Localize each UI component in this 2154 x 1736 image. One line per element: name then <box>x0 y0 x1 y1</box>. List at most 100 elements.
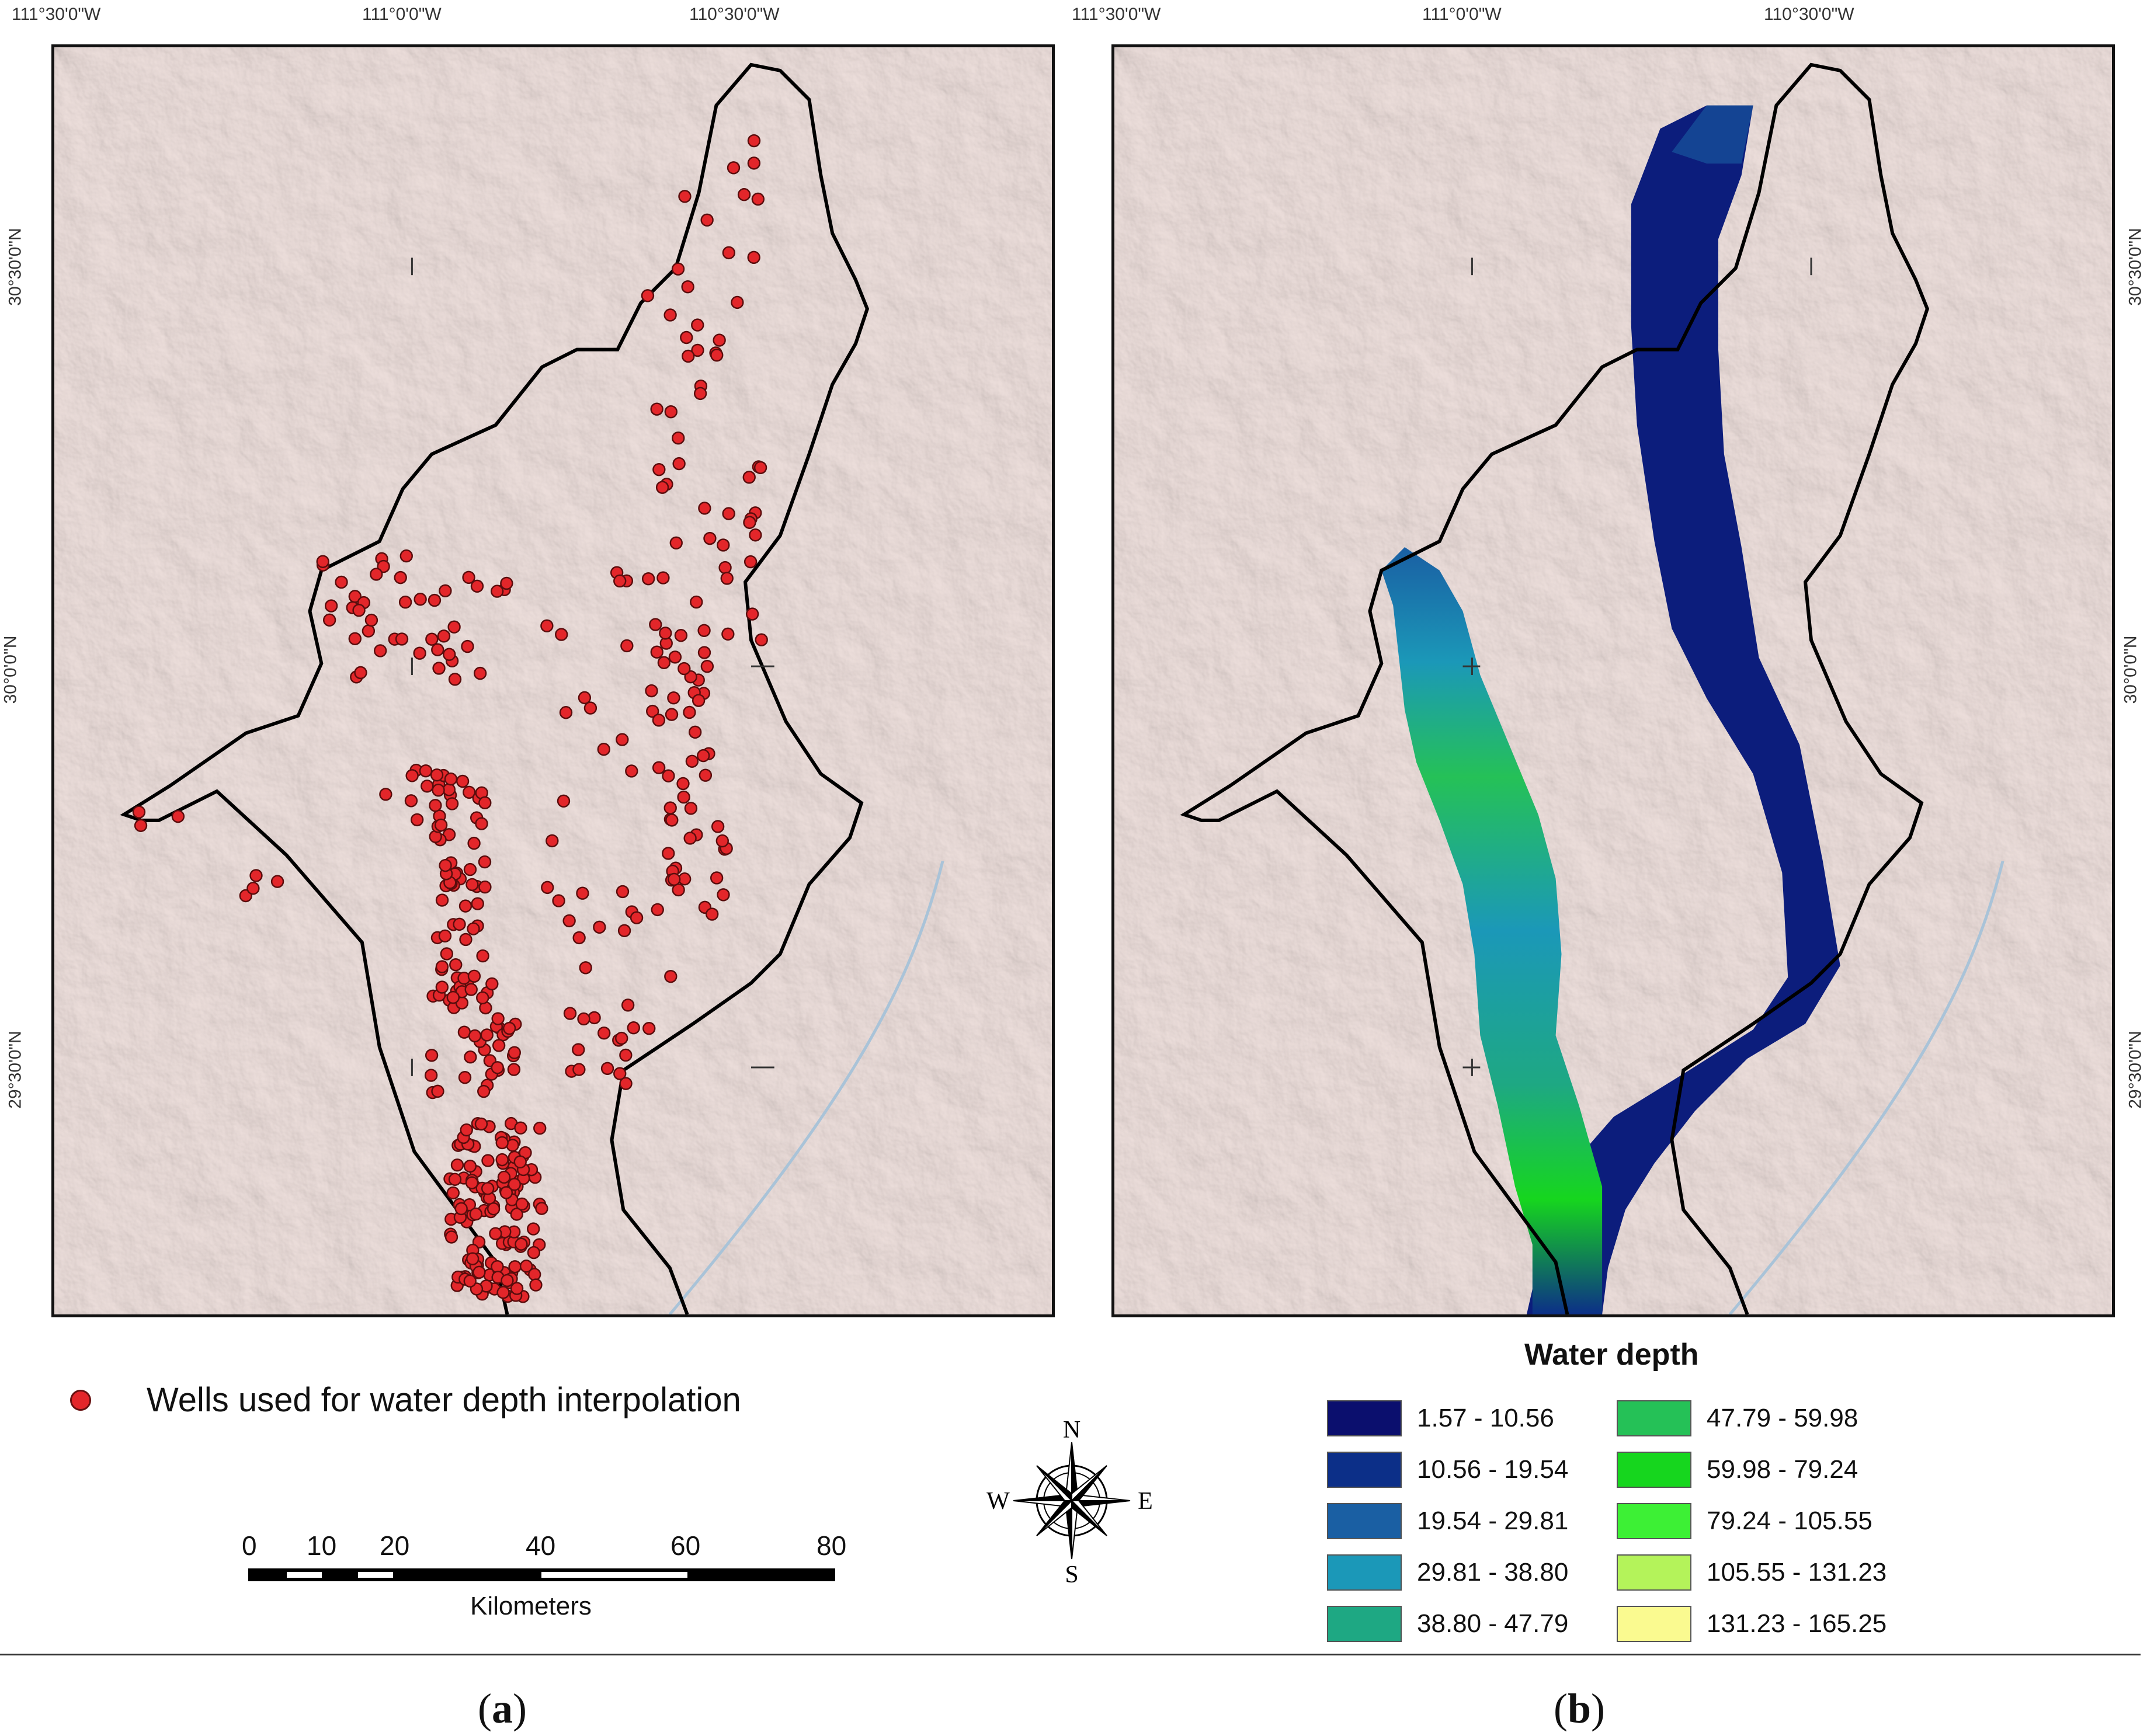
graticule-ticks <box>1462 258 1812 1076</box>
well-point <box>755 633 768 646</box>
well-point <box>468 1029 482 1043</box>
well-point <box>467 969 481 983</box>
well-point <box>676 777 690 791</box>
well-point <box>464 983 478 996</box>
well-point <box>642 1021 656 1035</box>
well-point <box>688 725 702 739</box>
well-point <box>655 481 669 494</box>
well-point <box>541 881 554 895</box>
well-point <box>737 188 751 201</box>
compass-rose-icon: N S E W <box>986 1417 1153 1588</box>
well-point <box>459 933 473 947</box>
well-point <box>652 462 666 476</box>
well-point <box>467 836 481 850</box>
well-point <box>529 1278 543 1292</box>
well-point <box>627 1021 640 1035</box>
well-point <box>747 251 760 265</box>
well-point <box>552 894 565 907</box>
water-depth-class: 47.79 - 59.98 <box>1617 1400 1858 1436</box>
water-depth-map-svg <box>1114 47 2112 1314</box>
water-depth-swatch <box>1617 1503 1691 1539</box>
water-depth-swatch <box>1327 1554 1402 1591</box>
well-point <box>404 794 418 808</box>
well-point <box>619 1048 633 1062</box>
well-point <box>667 691 680 705</box>
well-point <box>678 662 691 676</box>
panel-label-b: (b) <box>1554 1685 1606 1732</box>
well-point <box>718 561 732 575</box>
well-point <box>645 684 658 698</box>
well-point <box>435 893 449 907</box>
well-point <box>656 571 670 585</box>
lat-label-a-1: 30°30'0"N <box>5 228 25 306</box>
well-point <box>747 156 761 170</box>
well-point <box>437 629 451 643</box>
well-point <box>447 620 461 634</box>
well-point <box>460 1123 473 1137</box>
well-point <box>246 882 260 895</box>
well-point <box>487 1202 501 1216</box>
well-point <box>478 855 492 869</box>
well-point <box>446 990 460 1004</box>
well-point <box>700 213 714 227</box>
well-point <box>620 639 634 653</box>
well-point <box>677 790 690 804</box>
water-depth-swatch <box>1617 1554 1691 1591</box>
well-point <box>555 628 568 641</box>
well-point <box>373 644 387 657</box>
scale-bar <box>248 1568 835 1581</box>
well-point <box>576 886 589 900</box>
well-point <box>559 706 573 719</box>
well-point <box>506 1139 519 1152</box>
wells-legend-label: Wells used for water depth interpolation <box>147 1381 741 1420</box>
well-point <box>742 471 756 484</box>
water-depth-class: 105.55 - 131.23 <box>1617 1554 1887 1591</box>
water-depth-class-label: 38.80 - 47.79 <box>1417 1609 1569 1638</box>
water-depth-title: Water depth <box>1524 1338 1699 1372</box>
water-depth-class-label: 105.55 - 131.23 <box>1707 1558 1887 1587</box>
scale-unit: Kilometers <box>470 1592 592 1620</box>
well-point <box>480 1028 494 1042</box>
well-point <box>691 343 704 357</box>
well-point <box>431 643 444 656</box>
well-point <box>613 1067 627 1080</box>
well-point <box>753 461 767 474</box>
well-point <box>593 920 606 934</box>
well-point <box>527 1246 541 1260</box>
well-point <box>652 761 666 774</box>
well-point <box>398 596 412 609</box>
well-point <box>335 575 348 589</box>
well-point <box>650 645 663 659</box>
well-point <box>683 832 697 845</box>
well-point <box>588 1011 601 1025</box>
water-depth-swatch <box>1617 1606 1691 1642</box>
well-point <box>662 847 675 860</box>
well-point <box>715 834 729 848</box>
well-point <box>671 262 685 276</box>
well-point <box>600 1062 614 1076</box>
water-depth-class: 59.98 - 79.24 <box>1617 1452 1858 1488</box>
water-depth-map <box>1111 44 2115 1317</box>
scale-tick-0: 0 <box>242 1530 257 1561</box>
well-point <box>697 749 710 763</box>
well-point <box>425 1049 439 1062</box>
well-point <box>751 192 765 206</box>
lat-label-b-3: 29°30'0"N <box>2125 1031 2145 1109</box>
well-point <box>621 999 635 1012</box>
well-point <box>132 805 146 819</box>
well-point <box>535 1202 548 1215</box>
well-point <box>700 660 714 673</box>
well-point <box>419 764 433 778</box>
basin-boundary <box>120 62 870 1314</box>
well-point <box>652 714 666 727</box>
wells-map-svg <box>54 47 1052 1314</box>
well-point <box>478 796 492 810</box>
well-point <box>499 1186 513 1199</box>
well-point <box>445 797 459 810</box>
relief-hillshade <box>1114 47 2112 1314</box>
well-point <box>476 949 489 963</box>
well-point <box>563 1007 577 1020</box>
well-point <box>439 584 452 598</box>
well-point <box>399 549 413 563</box>
well-point <box>717 888 730 902</box>
